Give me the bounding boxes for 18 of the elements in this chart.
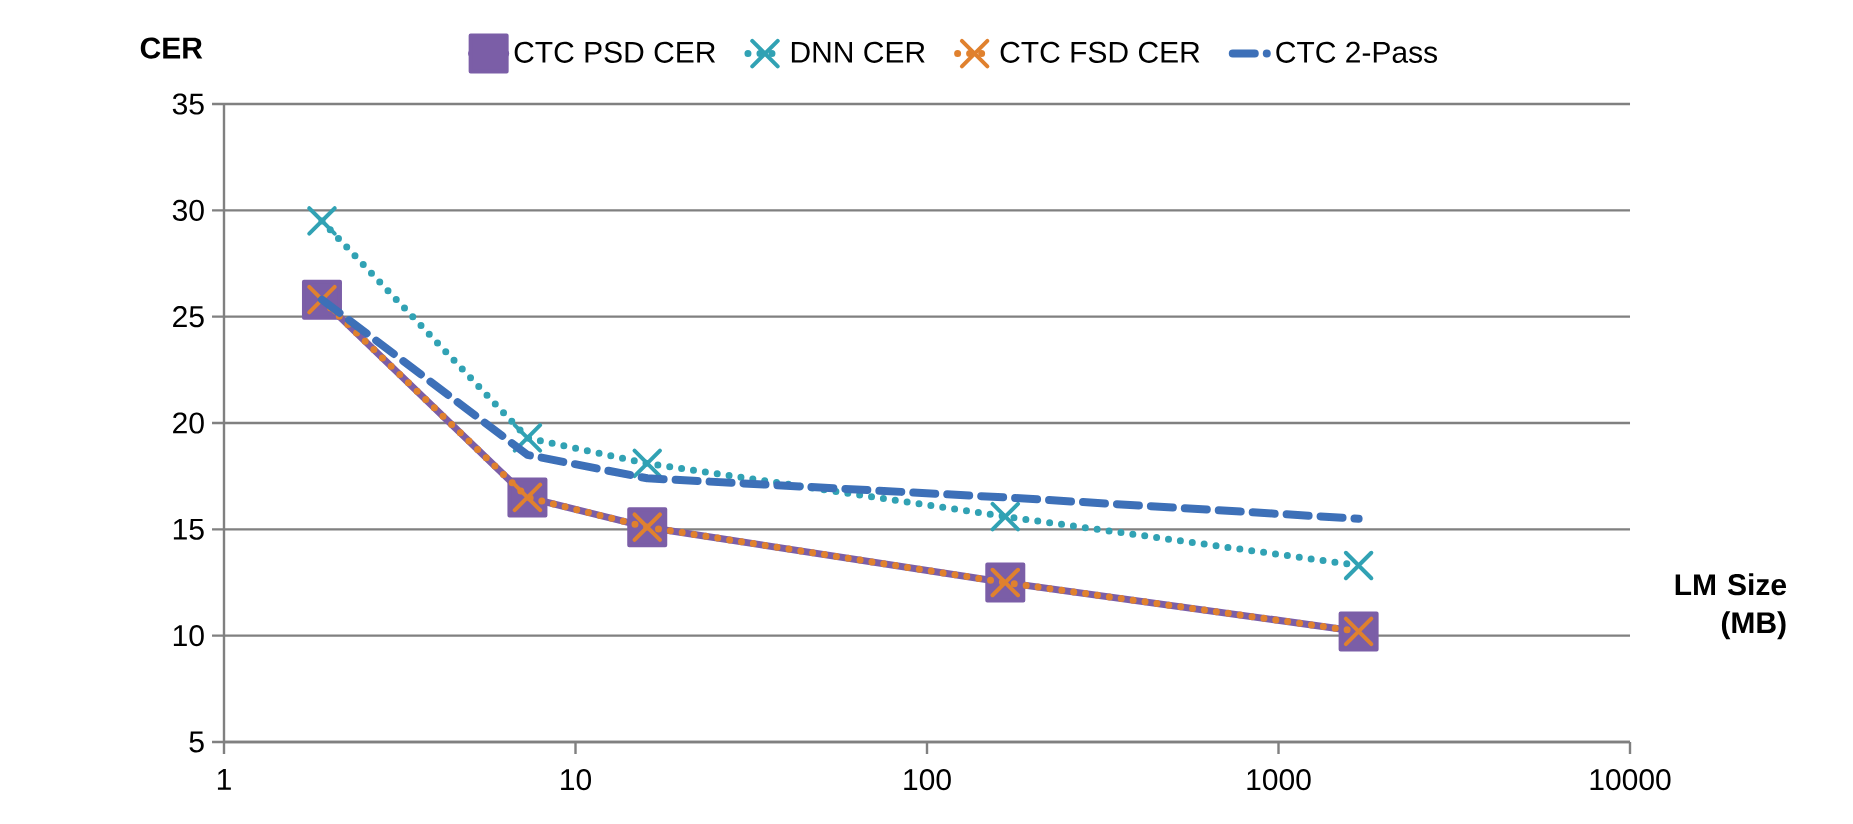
x-axis-title: LM Size (MB) [1675,573,1787,640]
x-tick-label: 1 [217,769,231,790]
x-tick-label: 10 [561,769,591,791]
y-tick-label: 25 [173,306,204,328]
y-tick-label: 20 [173,412,204,434]
y-tick-label: 5 [189,731,204,753]
y-tick-label: 35 [172,93,204,115]
y-tick-label: 10 [173,625,204,647]
legend-label: CTC FSD CER [1000,41,1200,63]
y-tick-label: 30 [172,199,204,221]
legend-label: DNN CER [791,41,925,63]
x-tick-label: 1000 [1247,769,1311,791]
y-tick-label: 15 [173,518,204,540]
y-axis-title: CER [140,37,203,59]
legend-label: CTC PSD CER [514,41,716,63]
x-tick-label: 100 [904,769,951,791]
x-tick-label: 10000 [1590,769,1671,791]
legend-label: CTC 2-Pass [1276,41,1437,63]
